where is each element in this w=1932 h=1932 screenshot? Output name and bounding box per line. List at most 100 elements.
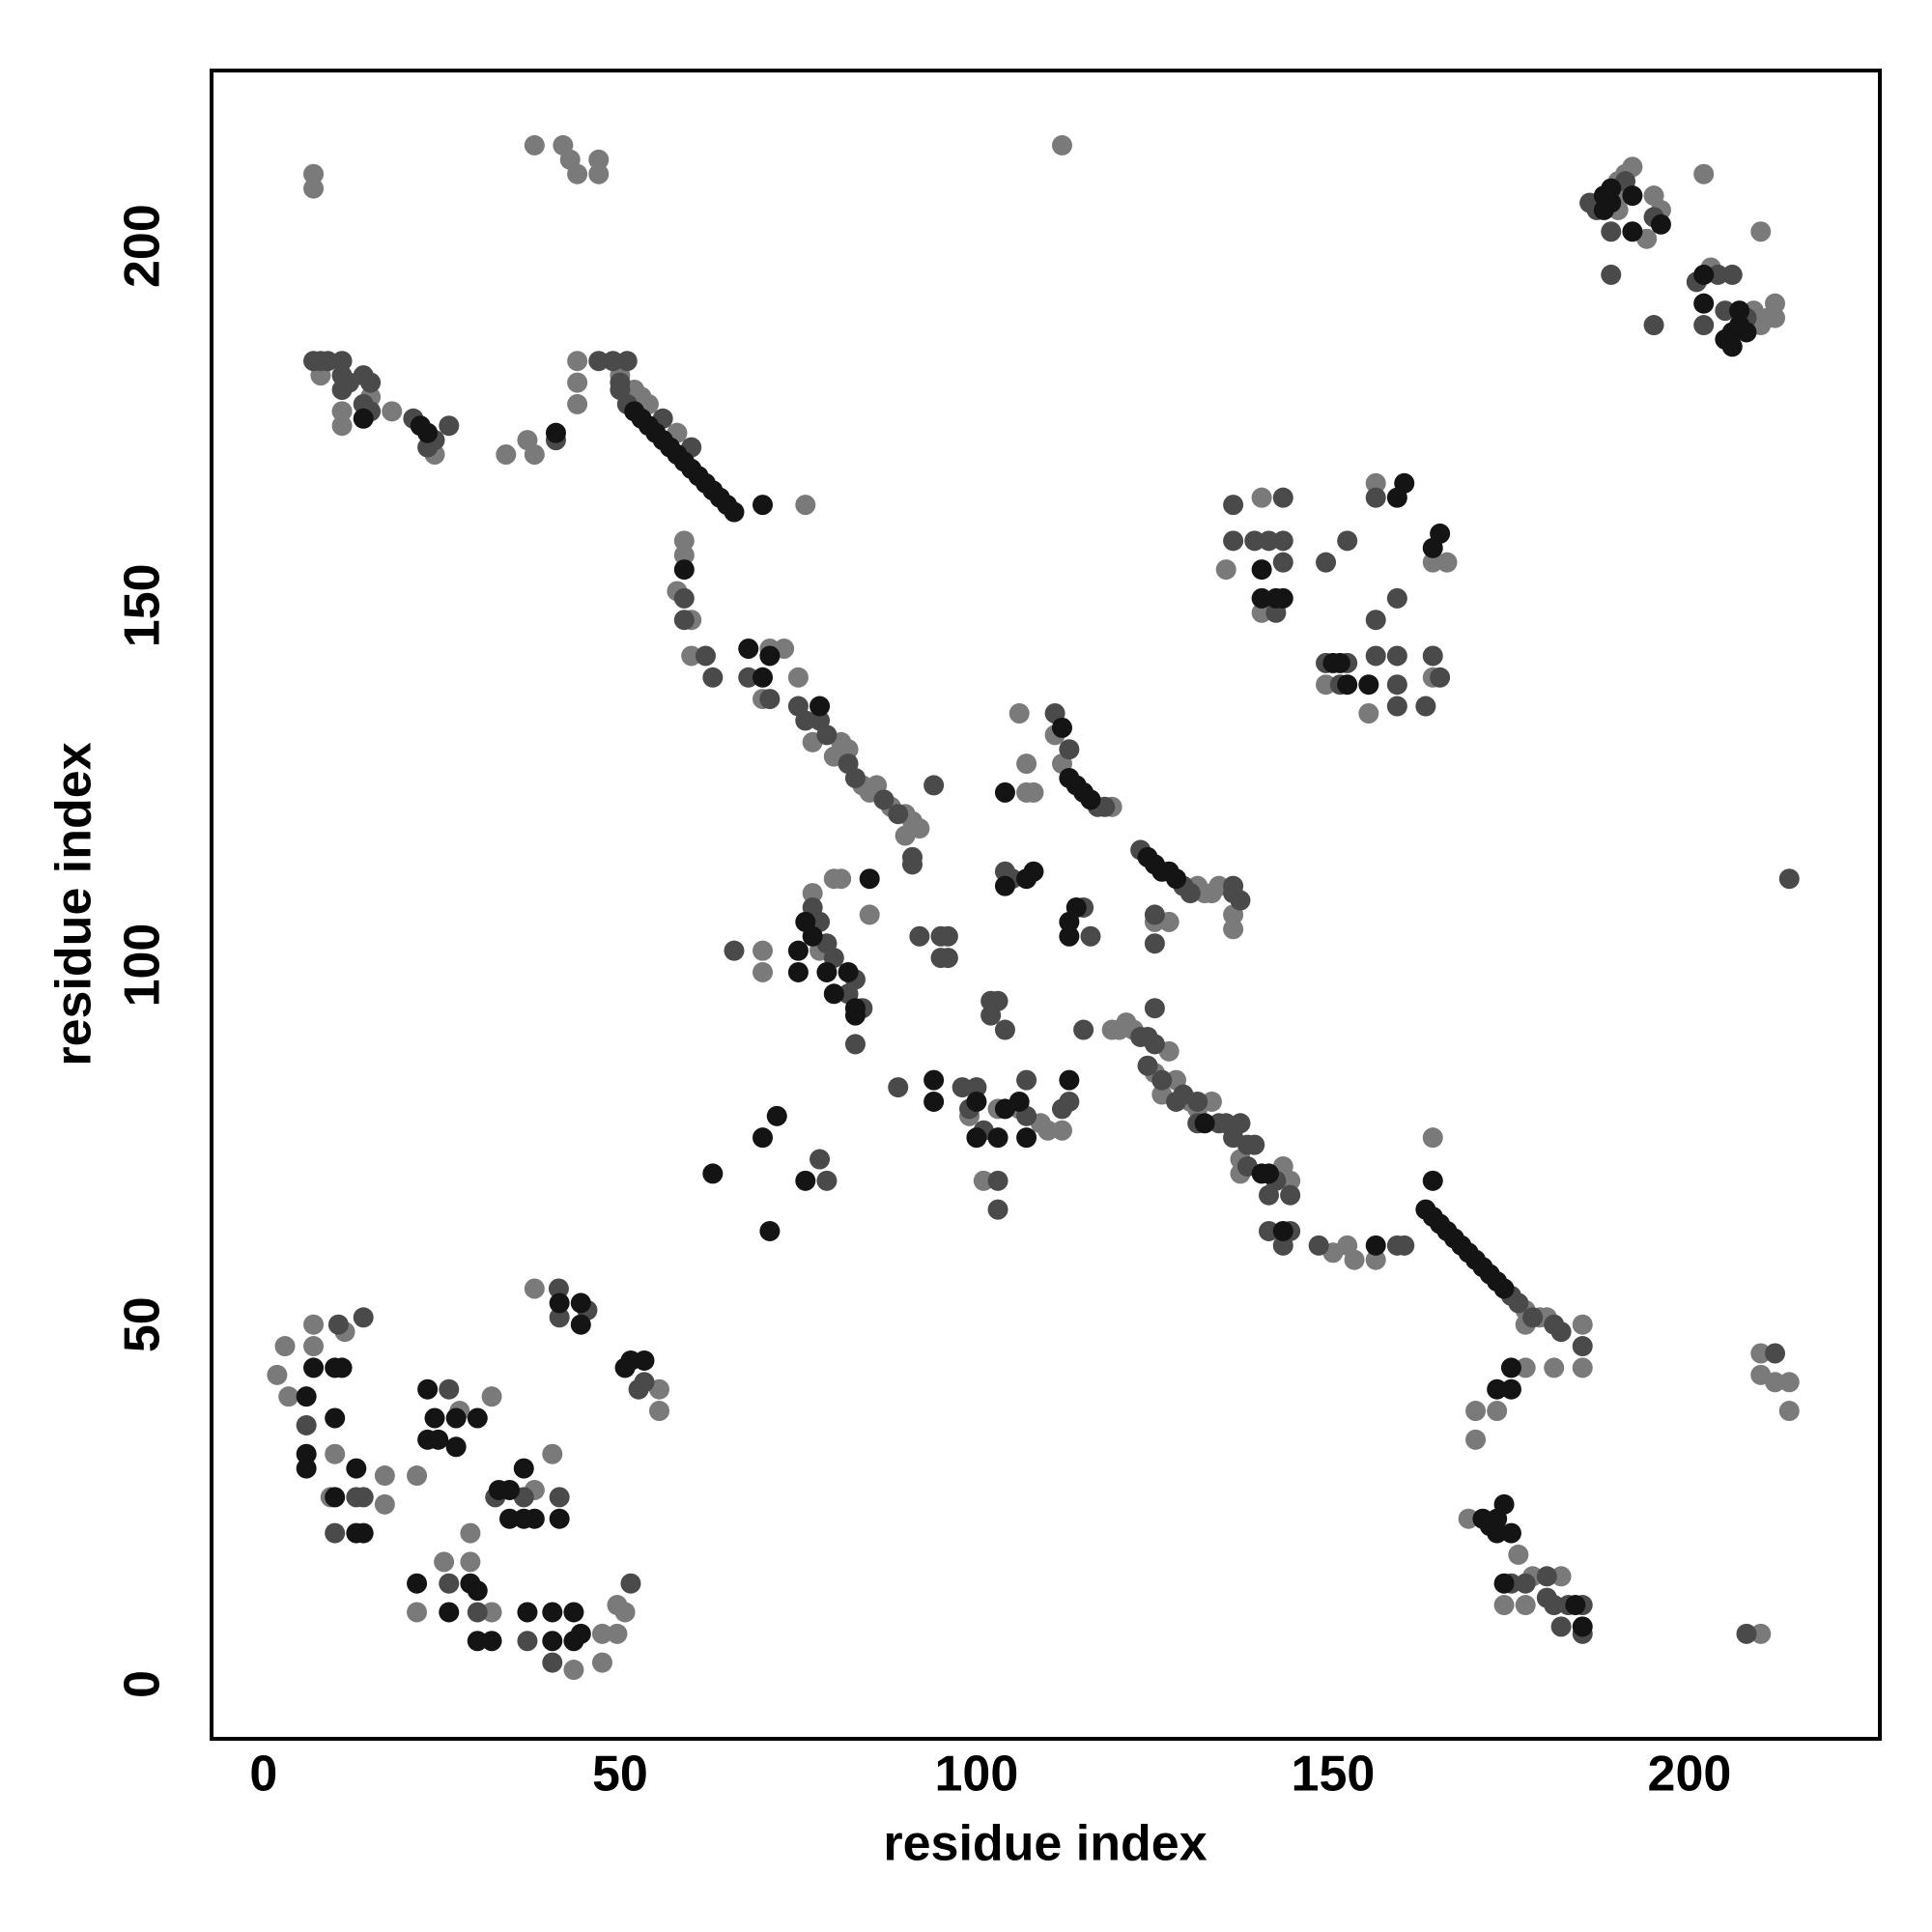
point <box>467 1631 488 1652</box>
point <box>1244 530 1265 552</box>
point <box>325 1443 346 1464</box>
point <box>1422 1127 1443 1149</box>
point <box>1736 1623 1757 1644</box>
x-tick-label: 0 <box>249 1747 277 1803</box>
point <box>1729 300 1750 322</box>
point <box>1394 472 1415 494</box>
point <box>1194 1113 1215 1134</box>
point <box>417 437 439 458</box>
point <box>810 1149 831 1170</box>
point <box>542 1602 563 1623</box>
point <box>382 401 403 422</box>
point <box>1316 552 1337 573</box>
point <box>831 868 852 890</box>
point <box>1009 1091 1030 1112</box>
point <box>1430 667 1451 688</box>
point <box>513 1458 534 1479</box>
point <box>498 1479 520 1500</box>
point <box>702 1163 724 1184</box>
point <box>1251 487 1272 508</box>
point <box>603 351 624 372</box>
point <box>1166 868 1187 890</box>
point <box>753 667 774 688</box>
point <box>331 351 353 372</box>
point <box>1386 645 1407 667</box>
point <box>542 1652 563 1673</box>
point <box>303 1357 325 1378</box>
point <box>445 1407 467 1429</box>
point <box>909 818 930 839</box>
point <box>1394 1235 1415 1256</box>
y-axis-label: residue index <box>46 742 102 1065</box>
point <box>1365 487 1386 508</box>
point <box>994 875 1015 896</box>
point <box>1436 552 1458 573</box>
x-tick-label: 50 <box>592 1747 648 1803</box>
point <box>1458 1508 1479 1529</box>
point <box>816 724 838 746</box>
point <box>695 645 716 667</box>
point <box>1151 1069 1173 1091</box>
point <box>428 1429 449 1450</box>
point <box>838 961 859 982</box>
point <box>838 739 859 760</box>
point <box>549 1307 570 1328</box>
point <box>1365 472 1386 494</box>
point <box>542 1443 563 1464</box>
point <box>591 1652 612 1673</box>
point <box>1500 1357 1521 1378</box>
point <box>1244 1134 1265 1155</box>
point <box>325 1522 346 1544</box>
point <box>1344 1249 1365 1270</box>
point <box>1280 1184 1301 1206</box>
point <box>1493 1278 1515 1299</box>
point <box>481 1631 502 1652</box>
point <box>844 767 866 788</box>
point <box>1230 890 1251 911</box>
point <box>1493 1493 1515 1515</box>
y-tick-label: 100 <box>115 923 171 1008</box>
point <box>1272 552 1293 573</box>
point <box>1500 1378 1521 1400</box>
point <box>303 163 325 185</box>
point <box>346 1458 367 1479</box>
point <box>549 1508 570 1529</box>
point <box>439 1602 460 1623</box>
point <box>524 1278 545 1299</box>
point <box>987 1127 1009 1149</box>
point <box>1508 1544 1529 1565</box>
point <box>966 1127 987 1149</box>
point <box>1693 293 1715 314</box>
point <box>616 351 638 372</box>
point <box>1736 322 1757 343</box>
point <box>738 638 759 659</box>
point <box>434 1551 455 1573</box>
point <box>360 372 382 393</box>
point <box>753 940 774 961</box>
point <box>1622 185 1643 207</box>
point <box>1023 861 1044 882</box>
point <box>1051 717 1072 738</box>
point <box>1515 1357 1536 1378</box>
point <box>795 495 816 516</box>
point <box>888 1077 909 1098</box>
point <box>570 1293 591 1314</box>
point <box>1465 1429 1487 1450</box>
point <box>1259 1163 1280 1184</box>
point <box>1650 213 1671 235</box>
point <box>296 1443 317 1464</box>
point <box>353 1307 374 1328</box>
point <box>759 689 781 710</box>
point <box>1329 652 1350 673</box>
point <box>673 610 695 631</box>
point <box>1259 1184 1280 1206</box>
point <box>1065 896 1087 918</box>
point <box>888 804 909 825</box>
point <box>1572 1616 1593 1637</box>
point <box>952 1077 973 1098</box>
point <box>1251 602 1272 623</box>
point <box>1016 753 1037 775</box>
x-tick-label: 150 <box>1292 1747 1376 1803</box>
point <box>1515 1573 1536 1594</box>
point <box>1550 1321 1572 1343</box>
